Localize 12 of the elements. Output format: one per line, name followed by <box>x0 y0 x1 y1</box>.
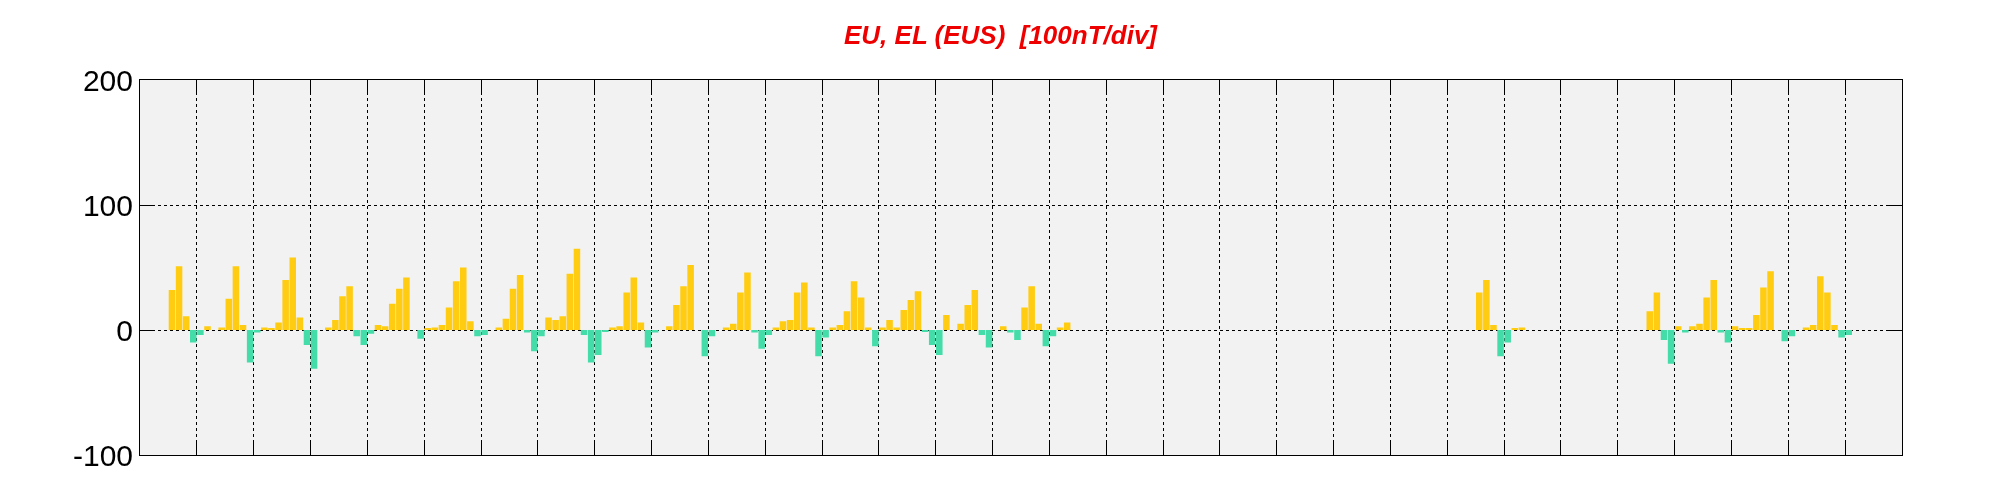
y-tick-label: 0 <box>116 313 133 347</box>
bar <box>999 326 1007 330</box>
bar <box>872 330 879 347</box>
bar <box>943 315 950 330</box>
chart-title: EU, EL (EUS) [100nT/div] <box>843 20 1159 51</box>
bar <box>1674 326 1682 330</box>
y-tick-label: -100 <box>72 438 133 472</box>
bar <box>1682 330 1689 333</box>
y-tick-label: 100 <box>82 188 133 222</box>
bar <box>417 330 424 339</box>
bar <box>204 326 211 330</box>
y-tick-label: 200 <box>82 63 133 97</box>
